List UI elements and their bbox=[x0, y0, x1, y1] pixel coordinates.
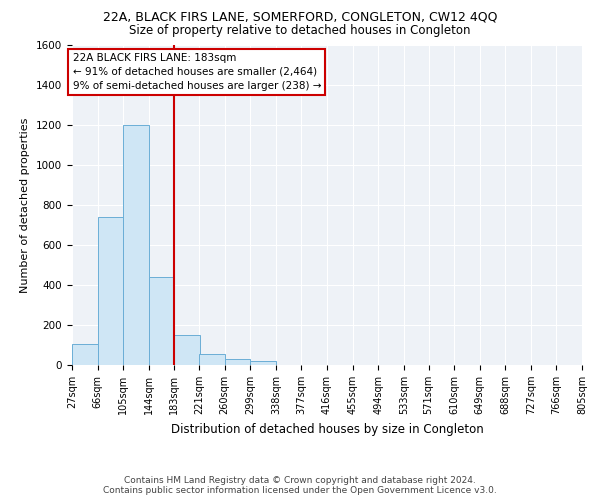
Bar bbox=[72, 344, 98, 365]
Text: Size of property relative to detached houses in Congleton: Size of property relative to detached ho… bbox=[129, 24, 471, 37]
Bar bbox=[149, 277, 174, 365]
Bar bbox=[174, 335, 200, 365]
Y-axis label: Number of detached properties: Number of detached properties bbox=[20, 118, 31, 292]
Bar bbox=[98, 217, 123, 365]
Text: Contains HM Land Registry data © Crown copyright and database right 2024.
Contai: Contains HM Land Registry data © Crown c… bbox=[103, 476, 497, 495]
Bar bbox=[123, 125, 149, 365]
Bar bbox=[250, 361, 276, 365]
Text: 22A, BLACK FIRS LANE, SOMERFORD, CONGLETON, CW12 4QQ: 22A, BLACK FIRS LANE, SOMERFORD, CONGLET… bbox=[103, 11, 497, 24]
Text: 22A BLACK FIRS LANE: 183sqm
← 91% of detached houses are smaller (2,464)
9% of s: 22A BLACK FIRS LANE: 183sqm ← 91% of det… bbox=[73, 53, 321, 91]
X-axis label: Distribution of detached houses by size in Congleton: Distribution of detached houses by size … bbox=[170, 422, 484, 436]
Bar bbox=[225, 359, 250, 365]
Bar bbox=[199, 354, 225, 365]
